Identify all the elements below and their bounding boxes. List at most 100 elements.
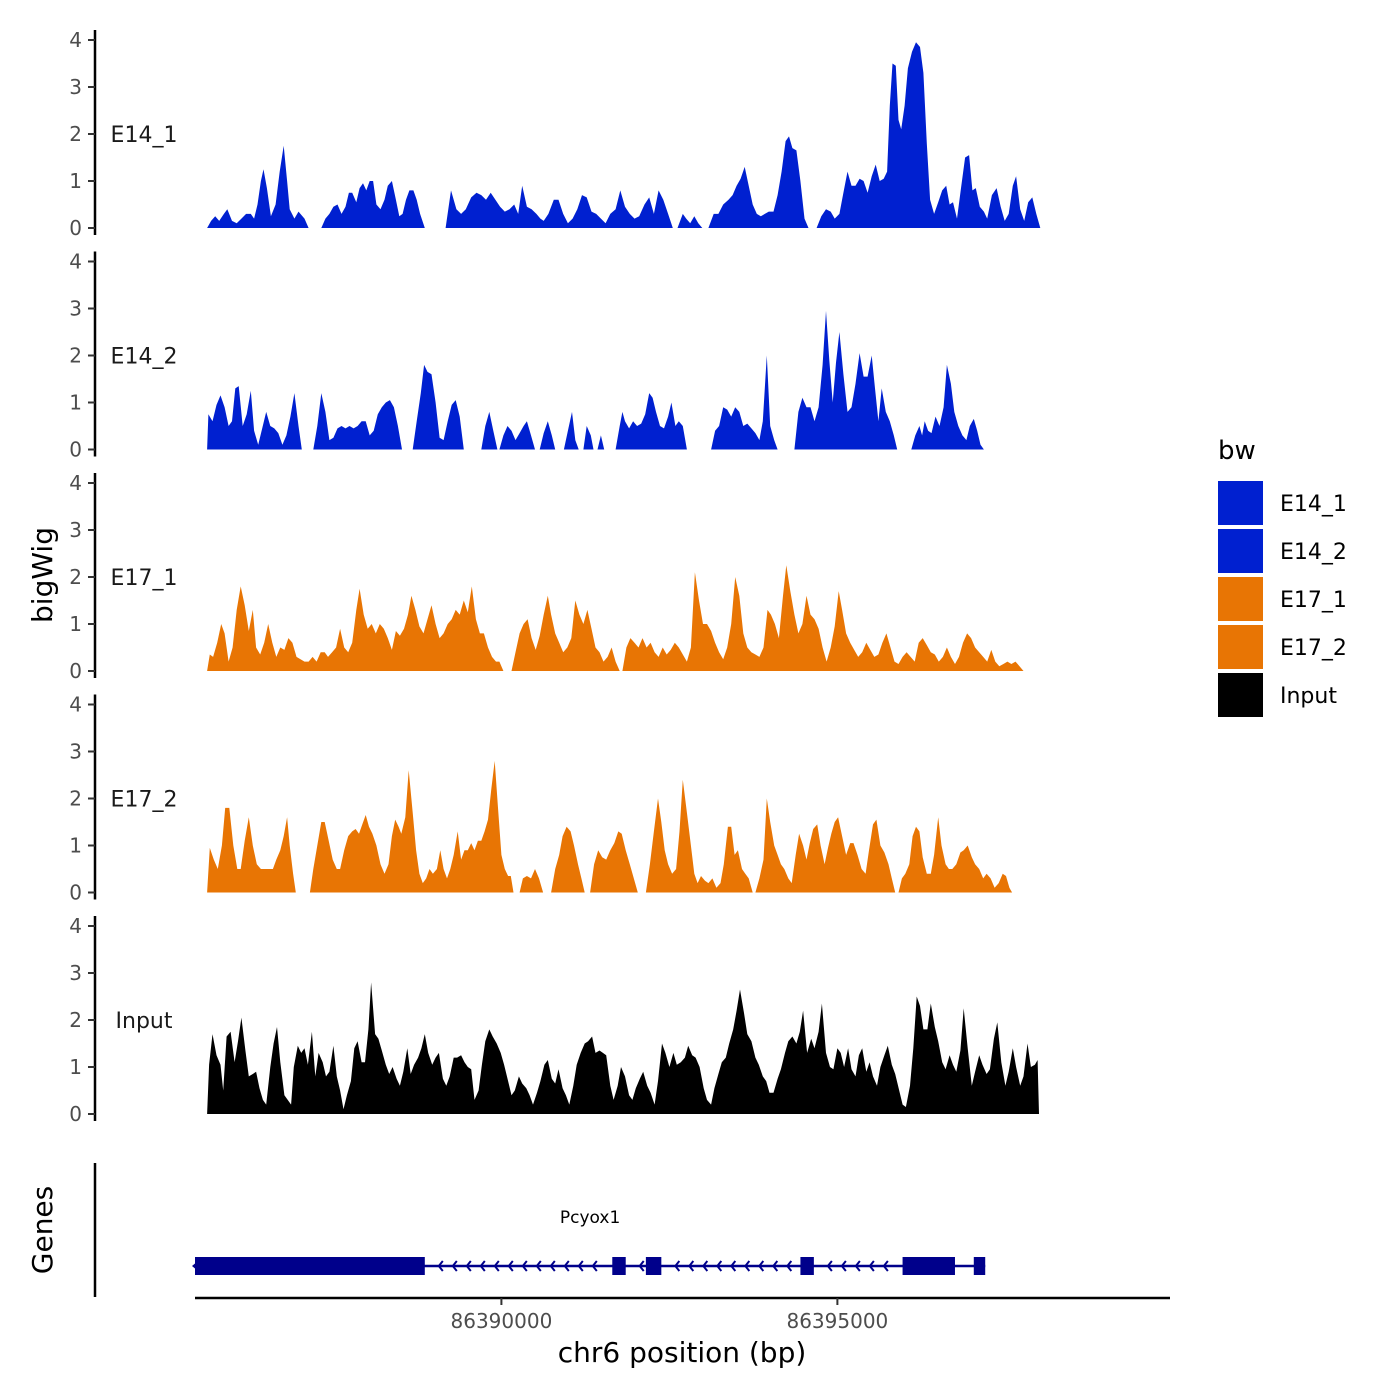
x-ticks: 86390000 86395000	[451, 1298, 888, 1333]
strand-arrow	[563, 1260, 570, 1272]
y-tick-label: 0	[69, 881, 82, 905]
exon	[612, 1257, 626, 1275]
legend-items: E14_1 E14_2 E17_1 E17_2 Input	[1218, 481, 1347, 717]
y-tick-label: 3	[69, 961, 82, 985]
track-label: E14_1	[111, 123, 178, 148]
y-tick-label: 3	[69, 740, 82, 764]
strand-arrow	[479, 1260, 486, 1272]
strand-arrow	[549, 1260, 556, 1272]
y-tick-label: 3	[69, 297, 82, 321]
strand-arrow	[826, 1260, 833, 1272]
y-tick-label: 4	[69, 28, 82, 52]
legend: bw E14_1 E14_2 E17_1 E17_2 Input	[1218, 436, 1347, 717]
y-tick-label: 0	[69, 216, 82, 240]
exon	[973, 1257, 986, 1275]
gene-track: Genes Pcyox1	[26, 1163, 986, 1297]
exon	[902, 1257, 955, 1275]
strand-arrow	[716, 1260, 723, 1272]
legend-item-E14_1: E14_1	[1218, 481, 1347, 525]
legend-item-E14_2: E14_2	[1218, 529, 1347, 573]
strand-arrow	[882, 1260, 889, 1272]
x-axis-title: chr6 position (bp)	[558, 1336, 807, 1369]
strand-arrow	[730, 1260, 737, 1272]
strand-arrow	[702, 1260, 709, 1272]
legend-swatch	[1218, 673, 1263, 717]
legend-label: Input	[1280, 684, 1337, 709]
y-tick-label: 2	[69, 122, 82, 146]
y-tick-label: 4	[69, 693, 82, 717]
y-tick-label: 1	[69, 1055, 82, 1079]
exon	[800, 1257, 814, 1275]
y-tick-label: 0	[69, 438, 82, 462]
track-label: E17_2	[111, 788, 178, 813]
y-axis-title: bigWig	[26, 527, 59, 623]
strand-arrow	[591, 1260, 598, 1272]
y-tick-label: 3	[69, 518, 82, 542]
track-label: E14_2	[111, 345, 178, 370]
legend-swatch	[1218, 577, 1263, 621]
y-tick-label: 2	[69, 565, 82, 589]
exon	[645, 1257, 662, 1275]
y-tick-label: 2	[69, 344, 82, 368]
strand-arrow	[493, 1260, 500, 1272]
y-tick-label: 3	[69, 75, 82, 99]
legend-label: E14_2	[1280, 540, 1347, 565]
y-tick-label: 2	[69, 787, 82, 811]
track-E17_2: 0 1 2 3 4 E17_2	[69, 693, 1013, 905]
y-tick-label: 2	[69, 1008, 82, 1032]
signal-tracks: 0 1 2 3 4 E14_1 0 1 2 3 4 E14_2 0 1 2 3 4 E17_1 0 1 2 3 4 E17_2…	[69, 28, 1041, 1126]
signal-area-E17_1	[207, 565, 1024, 671]
y-tick-label: 0	[69, 659, 82, 683]
legend-swatch	[1218, 529, 1263, 573]
strand-arrow	[451, 1260, 458, 1272]
legend-title: bw	[1218, 436, 1256, 466]
y-tick-label: 1	[69, 834, 82, 858]
signal-area-E17_2	[207, 760, 1013, 893]
x-axis: 86390000 86395000 chr6 position (bp)	[195, 1296, 1170, 1369]
legend-swatch	[1218, 625, 1263, 669]
strand-arrow	[674, 1260, 681, 1272]
strand-arrow	[437, 1260, 444, 1272]
strand-arrow	[638, 1260, 645, 1272]
strand-arrow	[465, 1260, 472, 1272]
track-Input: 0 1 2 3 4 Input	[69, 914, 1040, 1126]
strand-arrow	[786, 1260, 793, 1272]
genes-track-title: Genes	[26, 1186, 59, 1274]
signal-area-Input	[207, 982, 1040, 1114]
transcript-Pcyox1: Pcyox1	[192, 1208, 986, 1275]
strand-arrow	[521, 1260, 528, 1272]
y-tick-label: 4	[69, 250, 82, 274]
strand-arrow	[854, 1260, 861, 1272]
legend-label: E17_2	[1280, 636, 1347, 661]
strand-arrow	[507, 1260, 514, 1272]
strand-arrow	[758, 1260, 765, 1272]
legend-label: E14_1	[1280, 492, 1347, 517]
legend-item-Input: Input	[1218, 673, 1337, 717]
transcript-start-arrow	[192, 1261, 198, 1271]
y-tick-label: 4	[69, 471, 82, 495]
legend-item-E17_1: E17_1	[1218, 577, 1347, 621]
gene-name-label: Pcyox1	[560, 1208, 620, 1228]
signal-area-E14_1	[207, 42, 1041, 228]
y-axis-title-group: bigWig	[26, 527, 59, 623]
legend-label: E17_1	[1280, 588, 1347, 613]
track-E14_1: 0 1 2 3 4 E14_1	[69, 28, 1041, 240]
strand-arrow	[868, 1260, 875, 1272]
y-tick-label: 1	[69, 612, 82, 636]
track-E14_2: 0 1 2 3 4 E14_2	[69, 250, 984, 462]
signal-area-E14_2	[207, 310, 984, 450]
strand-arrow	[535, 1260, 542, 1272]
strand-arrow	[577, 1260, 584, 1272]
x-tick-label: 86395000	[786, 1309, 888, 1333]
strand-arrow	[688, 1260, 695, 1272]
legend-item-E17_2: E17_2	[1218, 625, 1347, 669]
strand-arrow	[744, 1260, 751, 1272]
gene-models: Pcyox1	[192, 1208, 986, 1275]
y-tick-label: 1	[69, 169, 82, 193]
track-E17_1: 0 1 2 3 4 E17_1	[69, 471, 1024, 683]
strand-arrow	[840, 1260, 847, 1272]
track-label: E17_1	[111, 566, 178, 591]
strand-arrow	[772, 1260, 779, 1272]
y-tick-label: 1	[69, 391, 82, 415]
